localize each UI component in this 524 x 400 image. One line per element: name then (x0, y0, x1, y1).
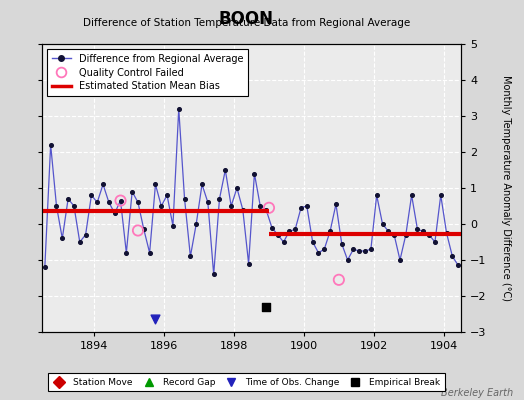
Point (384, 228, 392, 234)
Point (198, 181, 206, 188)
Point (151, 181, 160, 188)
Point (291, 226, 299, 233)
Point (128, 188, 136, 195)
Point (279, 239, 288, 245)
Point (87, 192, 95, 198)
Point (233, 185, 241, 191)
Point (320, 246, 329, 252)
Point (157, 203, 166, 209)
Point (256, 203, 265, 209)
Point (343, 257, 352, 263)
Point (309, 239, 317, 245)
Text: Berkeley Earth: Berkeley Earth (441, 388, 514, 398)
Point (134, 227, 142, 234)
Point (396, 257, 404, 263)
Point (58, 235, 67, 242)
Point (436, 192, 445, 198)
Point (314, 250, 323, 256)
Point (297, 205, 305, 211)
Point (413, 226, 422, 233)
Point (373, 192, 381, 198)
Point (408, 192, 416, 198)
Point (134, 199, 142, 206)
Point (265, 205, 273, 211)
Point (151, 316, 160, 322)
Point (210, 271, 218, 278)
Point (122, 250, 130, 256)
Point (47, 142, 55, 148)
Point (367, 246, 375, 252)
Point (274, 232, 282, 238)
Point (335, 277, 343, 283)
Legend: Station Move, Record Gap, Time of Obs. Change, Empirical Break: Station Move, Record Gap, Time of Obs. C… (48, 374, 444, 392)
Point (442, 230, 451, 236)
Point (99, 181, 107, 188)
Point (332, 201, 340, 207)
Point (146, 250, 154, 256)
Legend: Difference from Regional Average, Quality Control Failed, Estimated Station Mean: Difference from Regional Average, Qualit… (47, 49, 248, 96)
Point (238, 206, 247, 213)
Y-axis label: Monthly Temperature Anomaly Difference (°C): Monthly Temperature Anomaly Difference (… (500, 75, 510, 301)
Text: BOON: BOON (219, 10, 274, 28)
Point (169, 222, 177, 229)
Point (105, 199, 113, 206)
Point (448, 253, 456, 260)
Point (64, 196, 72, 202)
Point (326, 228, 334, 234)
Point (390, 232, 398, 238)
Point (116, 198, 125, 204)
Point (349, 246, 357, 252)
Point (75, 239, 84, 245)
Point (111, 210, 119, 216)
Point (116, 198, 125, 204)
Point (174, 106, 183, 112)
Point (262, 206, 270, 213)
Text: Difference of Station Temperature Data from Regional Average: Difference of Station Temperature Data f… (83, 18, 410, 28)
Point (425, 232, 433, 238)
Point (303, 203, 311, 209)
Point (454, 262, 462, 269)
Point (419, 228, 428, 234)
Point (355, 248, 364, 254)
Point (81, 232, 90, 238)
Point (337, 241, 346, 247)
Point (268, 224, 276, 231)
Point (227, 203, 235, 209)
Point (180, 196, 189, 202)
Point (285, 228, 293, 234)
Point (52, 203, 61, 209)
Point (221, 167, 230, 173)
Point (215, 196, 224, 202)
Point (163, 192, 171, 198)
Point (70, 203, 78, 209)
Point (41, 264, 49, 270)
Point (431, 239, 439, 245)
Point (401, 232, 410, 238)
Point (186, 253, 194, 260)
Point (250, 170, 259, 177)
Point (378, 221, 387, 227)
Point (361, 248, 369, 254)
Point (204, 199, 212, 206)
Point (192, 221, 200, 227)
Point (262, 304, 270, 310)
Point (139, 226, 148, 233)
Point (93, 199, 102, 206)
Point (244, 260, 253, 267)
